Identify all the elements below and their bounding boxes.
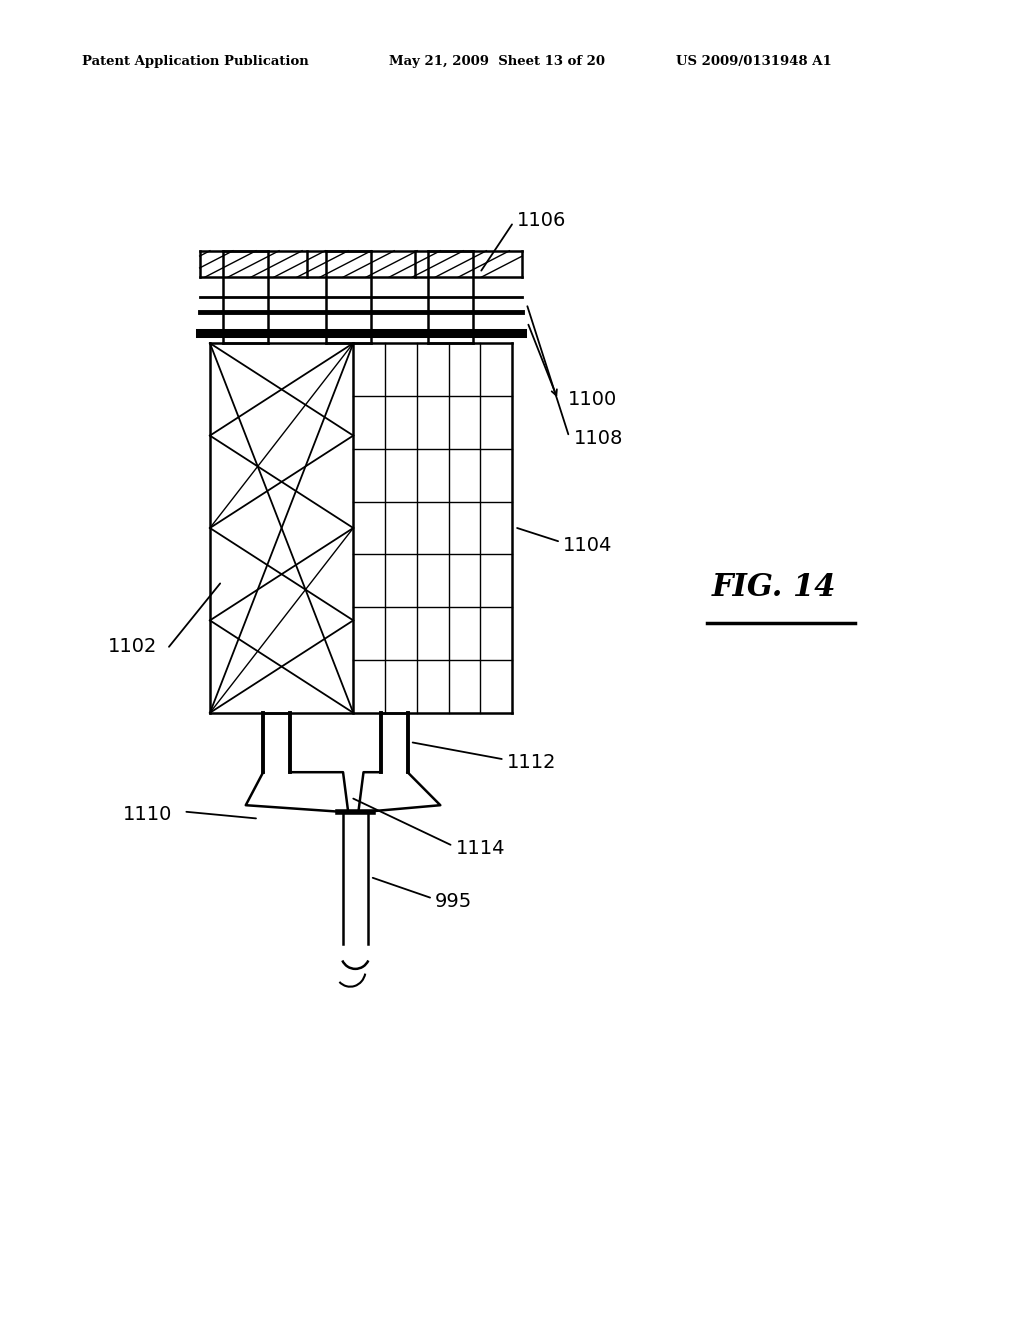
Text: May 21, 2009  Sheet 13 of 20: May 21, 2009 Sheet 13 of 20 (389, 55, 605, 69)
Text: 1100: 1100 (568, 391, 617, 409)
Text: 1112: 1112 (507, 754, 556, 772)
Text: 1110: 1110 (123, 805, 172, 824)
Text: 995: 995 (435, 892, 472, 911)
Text: FIG. 14: FIG. 14 (712, 572, 837, 603)
Text: 1102: 1102 (108, 638, 157, 656)
Text: 1106: 1106 (517, 211, 566, 230)
Text: US 2009/0131948 A1: US 2009/0131948 A1 (676, 55, 831, 69)
Text: 1114: 1114 (456, 840, 505, 858)
Text: Patent Application Publication: Patent Application Publication (82, 55, 308, 69)
Text: 1108: 1108 (573, 429, 623, 447)
Text: 1104: 1104 (563, 536, 612, 554)
